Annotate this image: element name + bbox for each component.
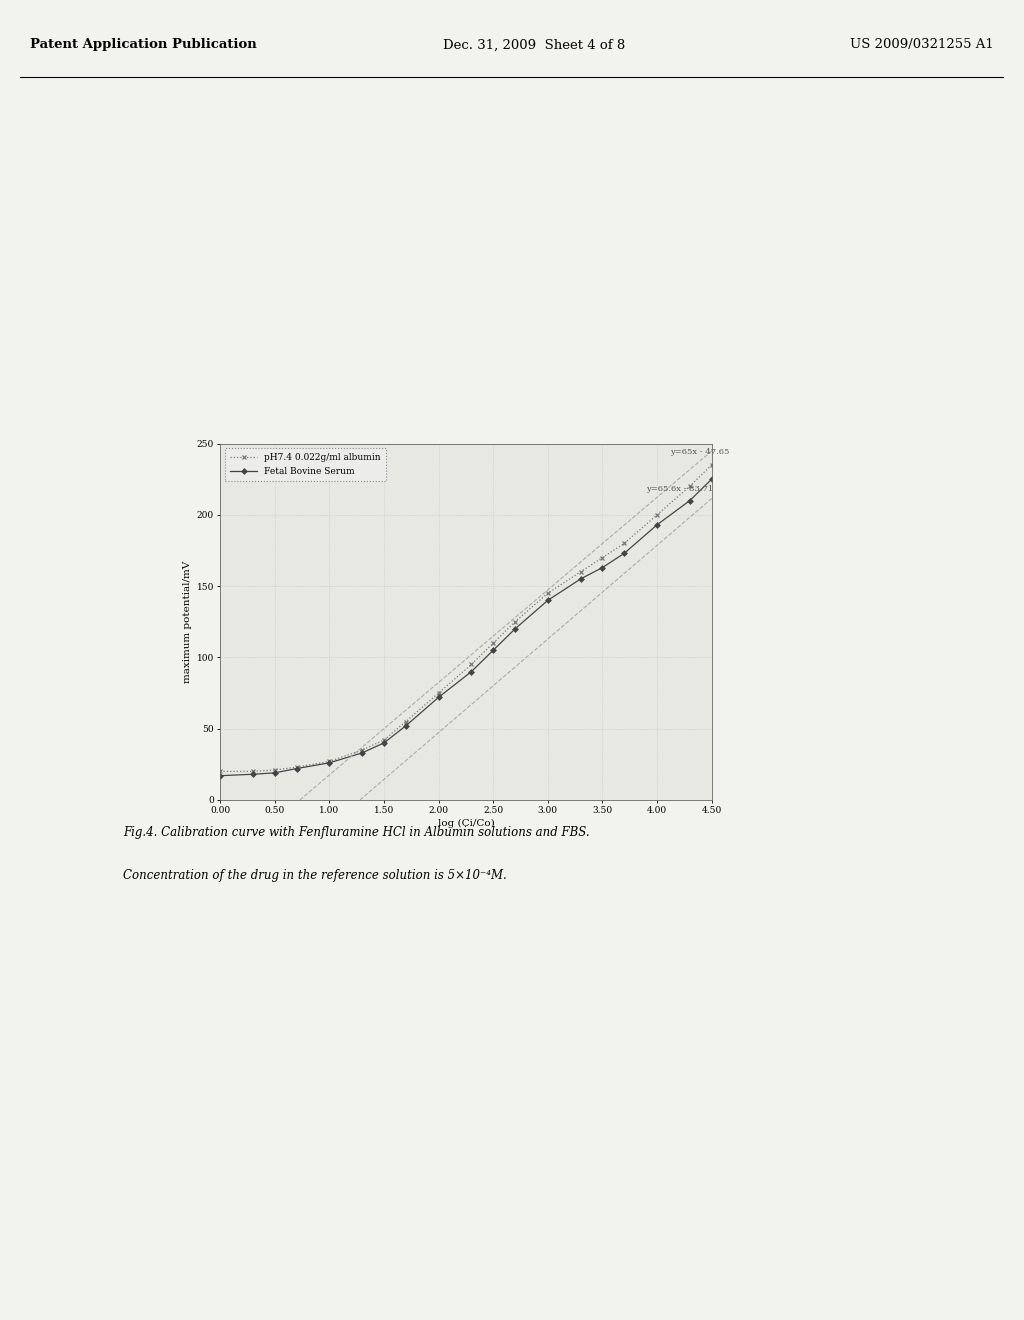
pH7.4 0.022g/ml albumin bbox=[432, 685, 444, 701]
Fetal Bovine Serum bbox=[268, 764, 281, 780]
Fetal Bovine Serum bbox=[596, 560, 608, 576]
Fetal Bovine Serum bbox=[291, 760, 303, 776]
Text: y=65.6x - 83.71: y=65.6x - 83.71 bbox=[646, 486, 714, 494]
pH7.4 0.022g/ml albumin bbox=[706, 457, 718, 473]
pH7.4 0.022g/ml albumin bbox=[399, 714, 412, 730]
Text: US 2009/0321255 A1: US 2009/0321255 A1 bbox=[850, 38, 993, 51]
Fetal Bovine Serum bbox=[487, 643, 500, 659]
pH7.4 0.022g/ml albumin bbox=[618, 536, 631, 552]
Fetal Bovine Serum bbox=[465, 664, 477, 680]
Text: y=65x - 47.65: y=65x - 47.65 bbox=[670, 447, 729, 457]
Line: Fetal Bovine Serum: Fetal Bovine Serum bbox=[218, 477, 714, 777]
pH7.4 0.022g/ml albumin bbox=[509, 614, 521, 630]
pH7.4 0.022g/ml albumin bbox=[465, 656, 477, 672]
X-axis label: log (Ci/Co): log (Ci/Co) bbox=[437, 820, 495, 829]
Fetal Bovine Serum bbox=[247, 767, 259, 783]
Fetal Bovine Serum bbox=[356, 744, 369, 760]
pH7.4 0.022g/ml albumin bbox=[574, 564, 587, 579]
Fetal Bovine Serum bbox=[574, 572, 587, 587]
pH7.4 0.022g/ml albumin bbox=[268, 762, 281, 777]
pH7.4 0.022g/ml albumin bbox=[651, 507, 664, 523]
Fetal Bovine Serum bbox=[214, 768, 226, 784]
pH7.4 0.022g/ml albumin bbox=[684, 478, 696, 494]
Fetal Bovine Serum bbox=[432, 689, 444, 705]
Fetal Bovine Serum bbox=[509, 620, 521, 636]
pH7.4 0.022g/ml albumin bbox=[247, 763, 259, 779]
pH7.4 0.022g/ml albumin bbox=[356, 742, 369, 758]
Text: Fig.4. Calibration curve with Fenfluramine HCl in Albumin solutions and FBS.: Fig.4. Calibration curve with Fenflurami… bbox=[123, 826, 590, 840]
Fetal Bovine Serum bbox=[651, 517, 664, 533]
Legend: pH7.4 0.022g/ml albumin, Fetal Bovine Serum: pH7.4 0.022g/ml albumin, Fetal Bovine Se… bbox=[224, 447, 386, 482]
pH7.4 0.022g/ml albumin bbox=[542, 585, 554, 601]
pH7.4 0.022g/ml albumin bbox=[487, 635, 500, 651]
Y-axis label: maximum potential/mV: maximum potential/mV bbox=[183, 561, 193, 682]
Fetal Bovine Serum bbox=[324, 755, 336, 771]
Fetal Bovine Serum bbox=[378, 735, 390, 751]
Fetal Bovine Serum bbox=[399, 718, 412, 734]
Fetal Bovine Serum bbox=[706, 471, 718, 487]
pH7.4 0.022g/ml albumin bbox=[378, 733, 390, 748]
Text: Dec. 31, 2009  Sheet 4 of 8: Dec. 31, 2009 Sheet 4 of 8 bbox=[443, 38, 626, 51]
pH7.4 0.022g/ml albumin bbox=[214, 763, 226, 779]
Text: Patent Application Publication: Patent Application Publication bbox=[31, 38, 257, 51]
Fetal Bovine Serum bbox=[542, 593, 554, 609]
pH7.4 0.022g/ml albumin bbox=[596, 549, 608, 565]
Text: Concentration of the drug in the reference solution is 5×10⁻⁴M.: Concentration of the drug in the referen… bbox=[123, 869, 507, 882]
pH7.4 0.022g/ml albumin bbox=[291, 759, 303, 775]
Line: pH7.4 0.022g/ml albumin: pH7.4 0.022g/ml albumin bbox=[218, 462, 714, 774]
Fetal Bovine Serum bbox=[684, 492, 696, 508]
pH7.4 0.022g/ml albumin bbox=[324, 754, 336, 770]
Fetal Bovine Serum bbox=[618, 545, 631, 561]
